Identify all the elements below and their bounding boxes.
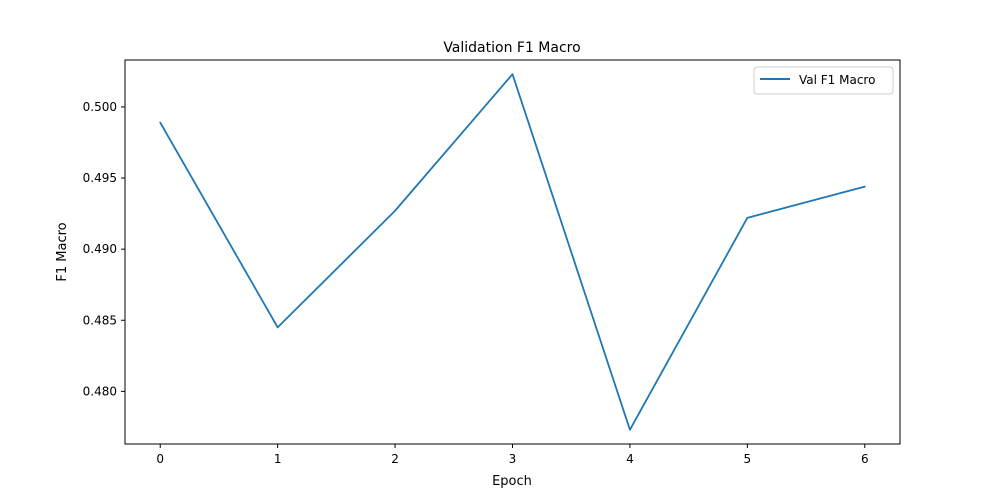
x-tick-label: 2 [391, 452, 399, 466]
legend-box [753, 66, 894, 95]
y-axis: 0.480 0.485 0.490 0.495 0.500 [83, 100, 125, 398]
x-tick-label: 6 [861, 452, 869, 466]
legend: Val F1 Macro [753, 66, 894, 95]
y-tick-label: 0.485 [83, 313, 117, 327]
y-tick-label: 0.490 [83, 242, 117, 256]
x-tick-label: 1 [274, 452, 282, 466]
legend-label: Val F1 Macro [799, 73, 875, 87]
x-tick-label: 5 [744, 452, 752, 466]
y-tick-label: 0.480 [83, 384, 117, 398]
series-layer [159, 73, 866, 431]
y-tick-label: 0.500 [83, 100, 117, 114]
x-tick-label: 0 [156, 452, 164, 466]
x-tick-label: 4 [626, 452, 634, 466]
plot-area [124, 59, 901, 445]
chart-title: Validation F1 Macro [443, 40, 580, 56]
x-tick-label: 3 [509, 452, 517, 466]
y-tick-label: 0.495 [83, 171, 117, 185]
y-axis-label: F1 Macro [55, 222, 70, 281]
x-axis-label: Epoch [492, 474, 532, 489]
plot-background [125, 60, 900, 444]
x-axis: 0 1 2 3 4 5 6 [156, 444, 869, 466]
